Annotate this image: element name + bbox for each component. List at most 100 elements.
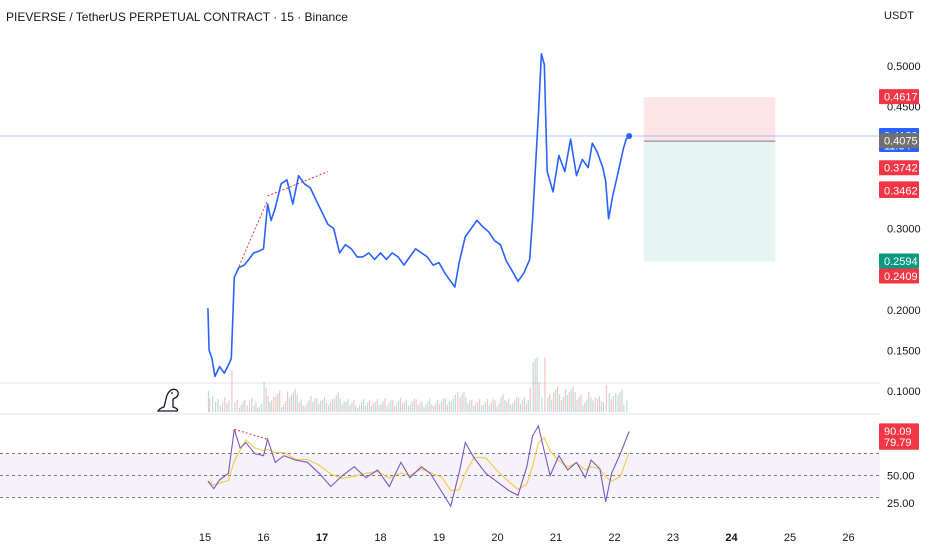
volume-bar <box>333 398 335 412</box>
rsi-tag <box>879 434 919 450</box>
volume-bar <box>555 389 557 412</box>
volume-bar <box>484 401 487 412</box>
date-tick-label: 18 <box>374 532 386 544</box>
short-position-tool[interactable] <box>0 97 880 262</box>
volume-bar <box>480 405 483 412</box>
volume-bar <box>258 406 261 412</box>
price-axis[interactable]: 0.5000 0.4500 0.3000 0.2000 0.1500 0.1000 25.0… <box>879 61 921 510</box>
volume-bar <box>612 396 614 412</box>
volume-bar <box>560 400 563 412</box>
volume-bar <box>442 398 445 412</box>
volume-bar <box>615 393 617 412</box>
volume-bar <box>296 394 298 412</box>
time-axis[interactable]: 15 16 17 18 19 20 21 22 23 24 25 26 <box>199 532 855 544</box>
volume-bar <box>271 399 273 412</box>
volume-bar <box>244 399 246 412</box>
volume-bar <box>219 405 221 412</box>
volume-bar <box>396 403 398 412</box>
volume-bar <box>306 403 308 412</box>
volume-bar <box>473 405 475 412</box>
volume-bar <box>510 404 512 412</box>
volume-bar <box>467 403 469 412</box>
volume-bar <box>394 406 396 412</box>
volume-bar <box>370 406 372 412</box>
volume-bar <box>486 398 488 412</box>
volume-bar <box>304 406 306 412</box>
volume-bar <box>498 403 500 412</box>
volume-bar <box>417 405 419 412</box>
volume-bar <box>288 397 291 412</box>
rsi-tick-label: 50.00 <box>887 471 915 483</box>
volume-bar <box>314 398 316 412</box>
volume-bar <box>337 392 339 412</box>
stop-loss-zone <box>643 97 776 142</box>
volume-bar <box>626 400 628 412</box>
volume-bar <box>564 389 566 412</box>
volume-bar <box>343 401 345 412</box>
volume-bar <box>514 400 516 412</box>
volume-bar <box>376 399 378 412</box>
volume-bar <box>286 391 289 412</box>
price-tick-label: 0.1000 <box>887 386 921 398</box>
volume-bar <box>588 391 590 412</box>
volume-bar <box>538 382 540 412</box>
volume-bar <box>519 403 522 412</box>
volume-bar <box>265 387 267 412</box>
price-tag-label: 0.3462 <box>884 185 918 197</box>
volume-bar <box>608 393 610 412</box>
volume-bar <box>570 389 572 412</box>
price-tag <box>879 253 919 269</box>
volume-bar <box>283 404 285 412</box>
volume-bar <box>427 401 429 412</box>
volume-bar <box>580 394 582 412</box>
volume-bar <box>310 395 312 412</box>
take-profit-zone <box>643 141 776 262</box>
volume-bar <box>207 390 210 412</box>
volume-bar <box>226 403 228 412</box>
rsi-line <box>207 424 630 508</box>
volume-bar <box>378 405 380 412</box>
volume-bar <box>592 400 594 412</box>
volume-bar <box>281 407 283 412</box>
date-tick-label: 22 <box>608 532 620 544</box>
volume-bar <box>351 402 353 412</box>
volume-bar <box>574 392 576 412</box>
volume-bar <box>621 389 623 412</box>
volume-bar <box>478 399 481 412</box>
volume-bar <box>551 400 553 412</box>
volume-bar <box>302 405 304 412</box>
volume-bar <box>471 399 473 412</box>
volume-bar <box>355 405 357 412</box>
volume-bar <box>339 398 341 412</box>
volume-bar <box>255 402 257 412</box>
volume-bar <box>413 398 415 412</box>
volume-bar <box>212 396 214 412</box>
volume-bar <box>294 388 296 412</box>
volume-bar <box>496 406 498 412</box>
last-price-dot <box>626 132 633 139</box>
volume-bar <box>534 359 536 412</box>
date-tick-label: 15 <box>199 532 211 544</box>
volume-bar <box>392 400 394 412</box>
volume-bar <box>359 405 361 412</box>
volume-bar <box>582 405 584 412</box>
volume-bar <box>568 392 570 412</box>
volume-bar <box>541 397 543 412</box>
volume-bar <box>605 384 607 412</box>
volume-bar <box>415 399 417 412</box>
volume-bar <box>423 407 425 412</box>
volume-bar <box>403 402 406 412</box>
volume-bar <box>231 370 233 412</box>
volume-bar <box>469 400 471 412</box>
date-tick-label: 17 <box>316 532 328 544</box>
divergence-lines <box>233 171 329 440</box>
volume-bar <box>517 397 520 412</box>
volume-bar <box>463 391 465 412</box>
volume-bar <box>461 394 463 412</box>
pane-separators <box>0 382 880 415</box>
volume-bar <box>364 405 367 412</box>
volume-bar <box>273 396 275 412</box>
volume-bar <box>290 394 292 412</box>
volume-bar <box>482 404 485 412</box>
